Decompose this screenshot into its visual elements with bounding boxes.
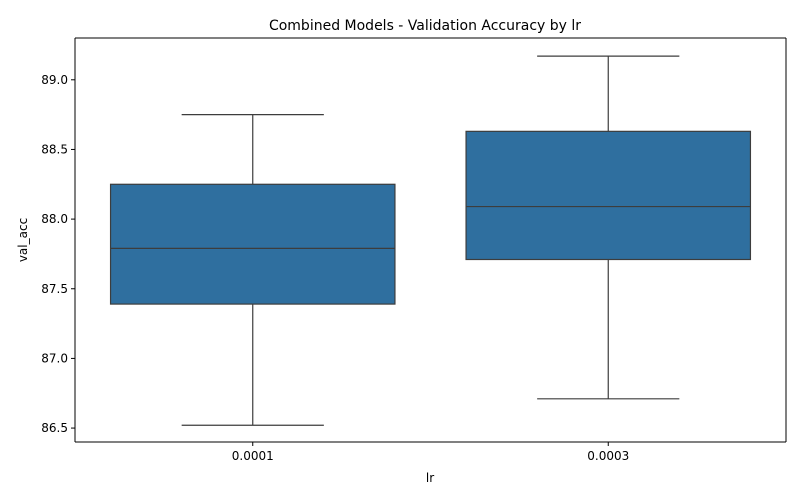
chart-title: Combined Models - Validation Accuracy by… xyxy=(269,18,581,34)
box-iqr xyxy=(109,183,396,305)
y-tick-label: 88.5 xyxy=(41,142,68,156)
y-tick-label: 87.0 xyxy=(41,351,68,365)
x-axis-label: lr xyxy=(426,471,434,485)
y-axis-label: val_acc xyxy=(16,218,30,262)
y-tick-label: 89.0 xyxy=(41,73,68,87)
x-tick-label: 0.0001 xyxy=(232,449,274,463)
x-tick-label: 0.0003 xyxy=(587,449,629,463)
y-tick-label: 88.0 xyxy=(41,212,68,226)
plot-area: 86.5 87.0 87.5 88.0 88.5 89.0 0.0001 0.0003 xyxy=(41,37,787,463)
box-iqr xyxy=(465,130,752,261)
y-tick-label: 86.5 xyxy=(41,421,68,435)
y-tick-label: 87.5 xyxy=(41,282,68,296)
